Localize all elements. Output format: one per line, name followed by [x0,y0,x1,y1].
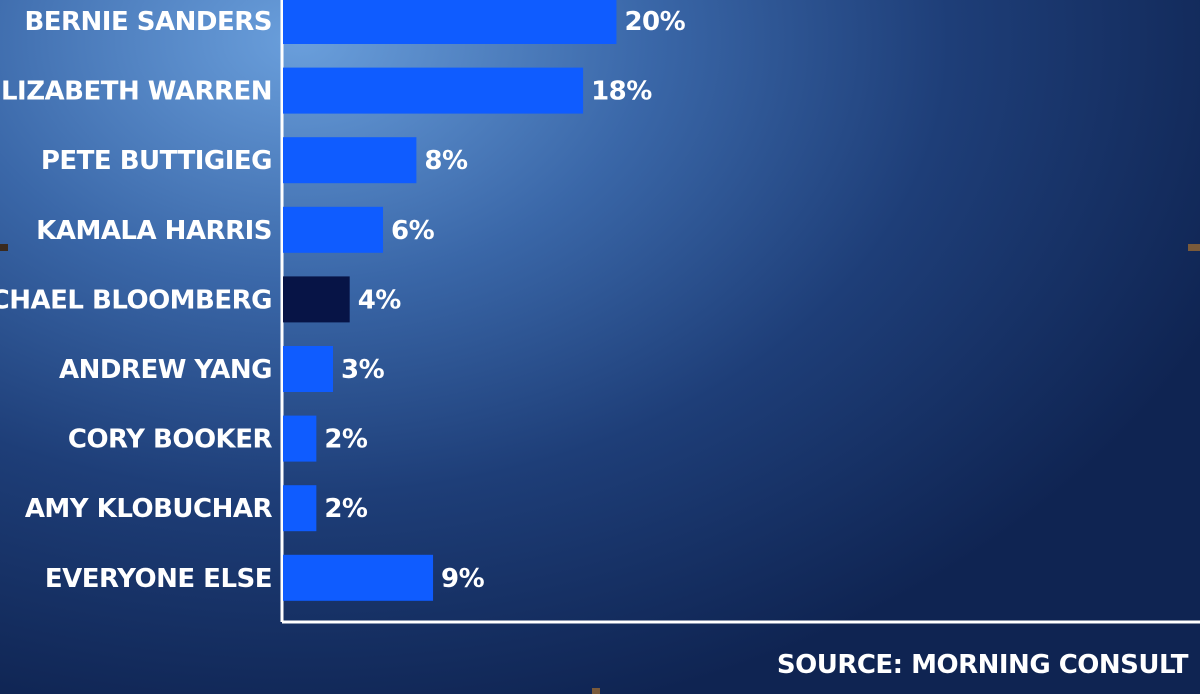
right-edge-mark [1188,244,1200,251]
value-label: 4% [358,285,402,315]
bar-cory-booker [283,415,317,462]
source-note: SOURCE: MORNING CONSULT [776,650,1189,680]
bar-kamala-harris [283,206,384,253]
value-label: 8% [424,146,468,176]
bar-pete-buttigieg [283,137,417,184]
category-label: MICHAEL BLOOMBERG [0,285,272,315]
value-label: 2% [324,494,368,524]
category-label: EVERYONE ELSE [45,564,272,594]
bar-elizabeth-warren [283,67,584,114]
value-label: 9% [441,564,485,594]
category-label: AMY KLOBUCHAR [25,494,273,524]
bottom-edge-mark [592,688,600,694]
bar-everyone-else [283,554,434,601]
bars-group: BERNIE SANDERS 20% ELIZABETH WARREN 18% PETE… [0,0,686,601]
bar-andrew-yang [283,346,334,392]
bar-michael-bloomberg [283,276,350,323]
left-edge-mark [0,244,8,251]
category-label: KAMALA HARRIS [36,216,272,246]
value-label: 20% [624,7,685,37]
bar-bernie-sanders [283,0,617,44]
category-label: PETE BUTTIGIEG [41,146,272,176]
value-label: 2% [324,425,368,455]
category-label: CORY BOOKER [68,425,273,455]
value-label: 6% [391,216,435,246]
value-label: 3% [341,355,385,385]
category-label: ELIZABETH WARREN [0,77,272,107]
category-label: ANDREW YANG [59,355,272,385]
bar-amy-klobuchar [283,485,317,532]
category-label: BERNIE SANDERS [24,7,272,37]
value-label: 18% [591,77,652,107]
